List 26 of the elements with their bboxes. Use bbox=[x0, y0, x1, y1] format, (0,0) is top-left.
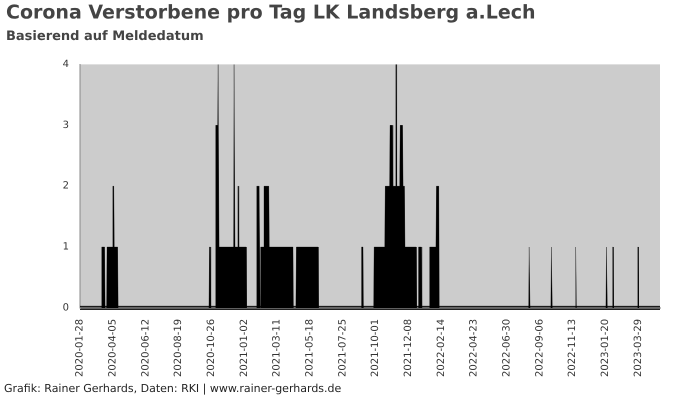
x-tick-label: 2020-01-28 bbox=[74, 318, 86, 378]
y-tick-label: 2 bbox=[62, 180, 69, 192]
x-tick-label: 2022-09-06 bbox=[534, 318, 546, 378]
x-tick-label: 2021-07-25 bbox=[337, 318, 348, 378]
x-tick-label: 2023-01-20 bbox=[600, 318, 612, 378]
x-tick-label: 2020-10-26 bbox=[206, 318, 217, 378]
x-tick-label: 2020-04-05 bbox=[107, 318, 118, 378]
x-tick-label: 2022-02-14 bbox=[436, 318, 447, 378]
chart-title: Corona Verstorbene pro Tag LK Landsberg a.Lech bbox=[6, 1, 536, 24]
x-tick-label: 2020-08-19 bbox=[173, 318, 184, 378]
x-tick-label: 2023-03-29 bbox=[632, 318, 644, 378]
x-tick-label: 2021-12-08 bbox=[402, 318, 414, 378]
x-tick-label: 2021-03-11 bbox=[272, 318, 283, 378]
text: Grafik: Rainer Gerhards, Daten: RKI | www.rainer-gerhards.de bbox=[4, 382, 342, 395]
x-tick-label: 2022-11-13 bbox=[567, 318, 578, 378]
x-tick-label: 2022-06-30 bbox=[502, 318, 513, 378]
y-tick-label: 0 bbox=[62, 302, 69, 314]
x-tick-label: 2021-01-02 bbox=[238, 318, 250, 378]
x-tick-label: 2021-10-01 bbox=[370, 318, 382, 378]
y-tick-label: 1 bbox=[62, 242, 69, 253]
y-tick-label: 3 bbox=[62, 120, 69, 131]
x-tick-label: 2022-04-23 bbox=[468, 318, 480, 378]
y-tick-label: 4 bbox=[62, 58, 69, 70]
x-tick-label: 2020-06-12 bbox=[140, 318, 152, 378]
x-tick-label: 2021-05-18 bbox=[304, 318, 316, 378]
chart-subtitle: Basierend auf Meldedatum bbox=[6, 28, 204, 44]
